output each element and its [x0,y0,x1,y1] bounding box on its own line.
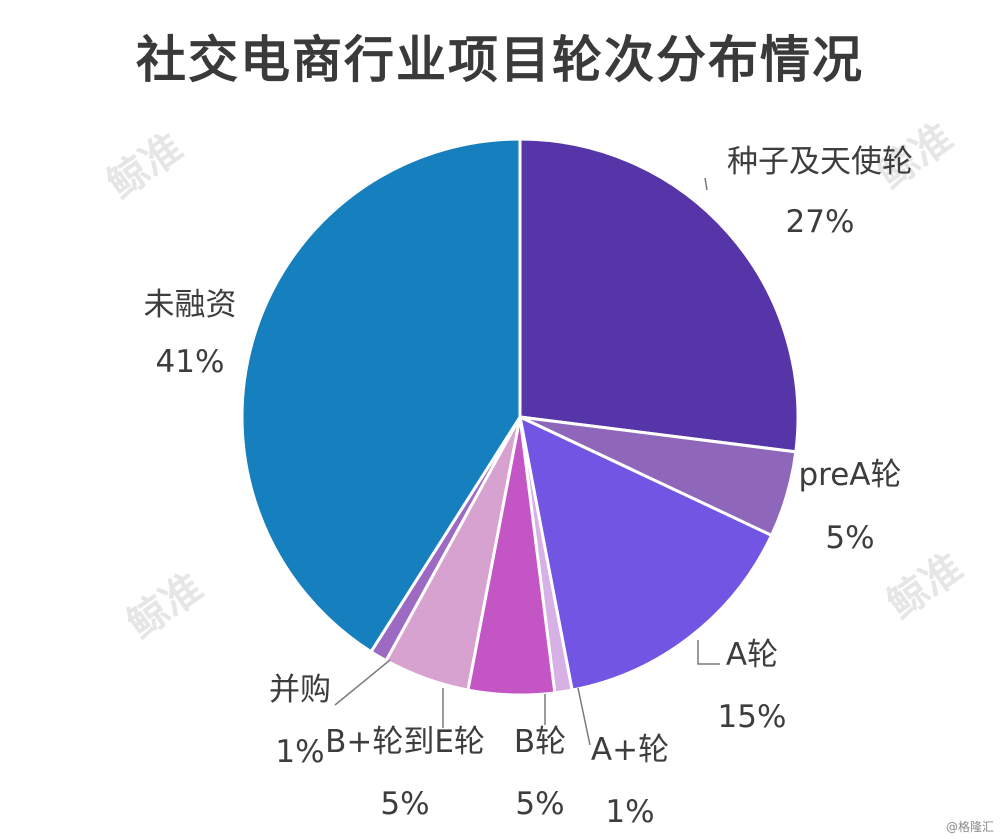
watermark-text: 鲸准 [99,125,191,209]
source-credit: @格隆汇 [945,820,994,834]
slice-percent-label: 1% [275,734,324,770]
pie-slice [517,414,774,692]
watermark-text: 鲸准 [119,565,211,649]
chart-title: 社交电商行业项目轮次分布情况 [136,31,864,89]
slice-percent-label: 15% [718,699,787,735]
pie-slices [240,137,800,697]
pie-slice [518,137,800,454]
leader-line [697,640,720,665]
slice-label: 未融资 [144,287,237,323]
slice-label: B+轮到E轮 [325,724,485,760]
slice-label: 种子及天使轮 [727,144,913,180]
slice-percent-label: 5% [515,786,564,822]
slice-label: A+轮 [591,732,669,768]
slice-percent-label: 41% [156,344,225,380]
pie-slice [240,137,522,654]
slice-label: 并购 [269,672,331,708]
leader-line [704,177,708,191]
watermark-text: 鲸准 [879,545,971,629]
slice-label: preA轮 [798,457,901,493]
leader-line [577,687,591,746]
slice-percent-label: 27% [786,204,855,240]
slice-percent-label: 5% [380,786,429,822]
slice-percent-label: 1% [605,794,654,830]
leader-lines [334,177,720,746]
slice-label: A轮 [726,637,778,673]
leader-line [334,659,391,706]
slice-percent-label: 5% [825,520,874,556]
slice-labels: 种子及天使轮 27% preA轮 5% A轮 15% A+轮 1% B轮 5% B+轮到E轮 5% 并购… [144,144,914,830]
slice-label: B轮 [514,724,566,760]
